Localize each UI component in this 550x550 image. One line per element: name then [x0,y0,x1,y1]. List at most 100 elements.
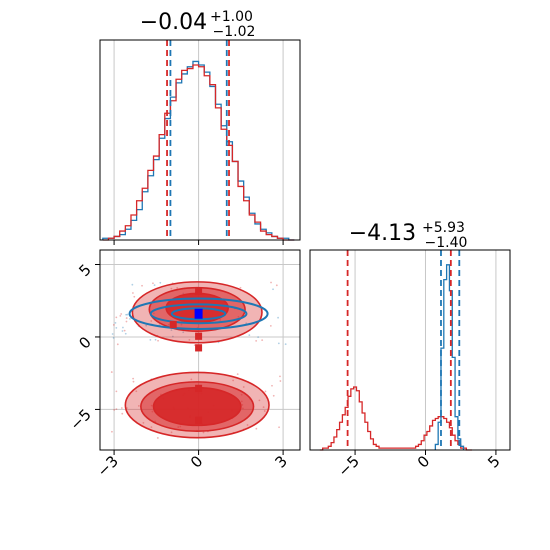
scatter-point [120,407,123,409]
scatter-point [263,410,266,412]
marginal-y-tick-label-1: 0 [414,452,433,471]
scatter-point [122,326,124,329]
scatter-point [258,399,261,402]
scatter-point [264,390,267,393]
scatter-point [119,314,122,317]
scatter-point [120,313,123,315]
scatter-point [239,286,242,289]
scatter-point [277,316,279,319]
scatter-point [142,421,145,424]
joint-plot-area [100,250,300,450]
scatter-point [275,284,278,287]
joint-x-tick-label-0: −3 [94,452,122,480]
scatter-point [170,431,173,434]
histogram-blue-series [434,264,465,450]
joint-marker-red-1 [195,332,203,340]
scatter-point [125,317,128,319]
scatter-point [153,284,156,287]
marginal-x-title: −0.04 +1.00 −1.02 [140,6,258,40]
histogram-red-series [319,386,472,451]
scatter-point [152,282,154,285]
marginal-x-frame [99,39,301,241]
scatter-point [112,324,115,326]
marginal-x-plot-area [99,39,301,245]
scatter-point [111,430,113,433]
scatter-point [111,333,114,335]
joint-marker-red-0 [195,287,203,295]
scatter-point [154,338,157,341]
panel-marginal-x: −0.04 +1.00 −1.02 [99,6,301,245]
joint-y-tick-label-1: 0 [75,333,94,352]
marginal-x-median: −0.04 [140,10,207,35]
scatter-point [271,384,273,387]
joint-marker-red-5 [195,344,203,352]
scatter-point [159,281,162,284]
scatter-point [176,286,179,289]
scatter-point [115,390,118,393]
marginal-y-plot-area: −5 0 5 [309,249,511,480]
contour-blue-2 [170,307,227,321]
scatter-point [170,329,173,332]
scatter-point [131,283,134,286]
marginal-y-minus: −1.40 [425,235,468,251]
marginal-y-tick-label-2: 5 [484,452,503,471]
scatter-point [277,342,280,345]
scatter-point [236,373,239,375]
scatter-point [132,377,135,380]
scatter-point [123,329,126,332]
scatter-point [149,339,152,341]
scatter-point [284,343,287,346]
scatter-point [121,330,124,332]
scatter-point [232,379,235,382]
scatter-point [270,281,272,284]
panel-joint: −3 0 3 5 0 −5 [66,249,301,480]
scatter-point [242,386,245,388]
scatter-point [133,295,136,298]
scatter-point [171,335,174,338]
scatter-point [190,378,193,381]
scatter-point [150,426,153,429]
scatter-point [132,292,134,294]
scatter-point [202,431,205,434]
scatter-point [121,412,124,415]
marginal-x-minus: −1.02 [213,24,256,40]
scatter-point [156,437,159,439]
scatter-point [170,287,173,290]
scatter-point [125,313,128,316]
joint-marker-red-3 [195,416,203,424]
scatter-point [141,284,143,287]
joint-peak-blue [194,308,203,319]
joint-marker-red-4 [169,321,177,329]
scatter-point [132,380,135,383]
joint-frame [99,249,301,451]
scatter-point [150,320,153,322]
scatter-point [137,405,140,407]
scatter-point [279,375,281,378]
scatter-point [115,408,118,411]
scatter-point [255,427,258,430]
scatter-point [279,380,282,382]
joint-y-tick-label-2: −5 [66,406,94,434]
marginal-y-median: −4.13 [349,221,416,246]
scatter-point [255,339,258,342]
contour-blue-0 [128,297,269,330]
marginal-x-plus: +1.00 [210,9,253,25]
marginal-y-tick-label-0: −5 [335,452,363,480]
panel-marginal-y: −4.13 +5.93 −1.40 −5 0 5 [309,220,511,480]
joint-x-tick-label-2: 3 [271,452,290,471]
scatter-point [145,324,148,327]
scatter-point [110,371,113,373]
scatter-point [129,318,131,320]
scatter-point [135,390,138,393]
scatter-point [157,339,159,342]
joint-y-tick-label-0: 5 [75,261,94,280]
scatter-point [182,331,185,334]
scatter-point [115,316,118,319]
scatter-point [278,426,280,429]
scatter-point [248,334,251,337]
histogram-red-series [102,64,295,241]
scatter-point [125,320,128,323]
scatter-point [112,336,115,339]
joint-x-tick-label-1: 0 [187,452,206,471]
